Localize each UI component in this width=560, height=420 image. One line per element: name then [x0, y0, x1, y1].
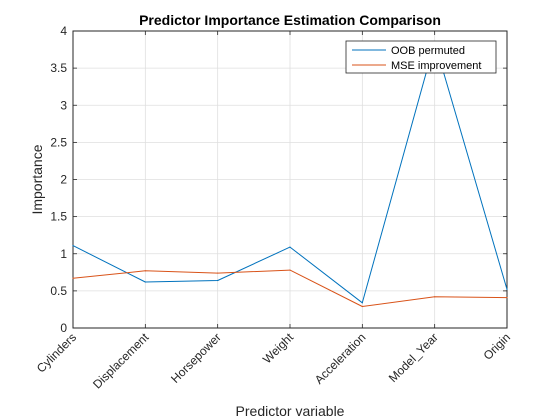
y-tick-labels: 0 0.5 1 1.5 2 2.5 3 3.5 4 — [50, 24, 67, 335]
data-point-oob-permuted — [361, 302, 363, 304]
y-tick-label: 2 — [60, 173, 67, 187]
data-point-oob-permuted — [144, 281, 146, 283]
ticks — [72, 30, 508, 329]
legend-label-oob-permuted: OOB permuted — [391, 45, 465, 57]
data-point-oob-permuted — [289, 246, 291, 248]
data-point-mse-improvement — [144, 270, 146, 272]
data-point-mse-improvement — [434, 296, 436, 298]
x-tick-label-cylinders: Cylinders — [34, 330, 79, 375]
data-point-oob-permuted — [72, 244, 74, 247]
y-tick-label: 3 — [60, 98, 67, 112]
y-tick-label: 1 — [60, 247, 67, 261]
legend-box — [345, 40, 497, 74]
x-tick-label-acceleration: Acceleration — [312, 330, 369, 387]
grid — [72, 30, 508, 329]
data-point-mse-improvement — [217, 272, 219, 274]
x-tick-labels: Cylinders Displacement Horsepower Weight Acc… — [34, 330, 513, 392]
y-tick-label: 0 — [60, 321, 67, 335]
chart-title: Predictor Importance Estimation Comparis… — [139, 12, 441, 28]
data-point-mse-improvement — [289, 269, 291, 271]
data-point-mse-improvement — [72, 277, 74, 279]
x-tick-label-horsepower: Horsepower — [168, 330, 224, 386]
y-tick-label: 1.5 — [50, 210, 67, 224]
data-point-mse-improvement — [506, 296, 508, 299]
y-tick-label: 3.5 — [50, 61, 67, 75]
data-point-mse-improvement — [361, 305, 363, 308]
y-axis-label: Importance — [29, 144, 45, 214]
y-tick-label: 2.5 — [50, 135, 67, 149]
y-tick-label: 0.5 — [50, 284, 67, 298]
x-tick-label-displacement: Displacement — [90, 330, 152, 392]
legend-label-mse-improvement: MSE improvement — [391, 60, 481, 72]
x-tick-label-model-year: Model_Year — [386, 330, 441, 385]
data-point-oob-permuted — [217, 279, 219, 282]
x-tick-label-origin: Origin — [481, 330, 514, 363]
x-axis-label: Predictor variable — [236, 403, 345, 419]
data-point-oob-permuted — [506, 288, 508, 290]
y-tick-label: 4 — [60, 24, 67, 38]
x-tick-label-weight: Weight — [260, 330, 297, 367]
legend: OOB permuted MSE improvement — [345, 40, 497, 74]
